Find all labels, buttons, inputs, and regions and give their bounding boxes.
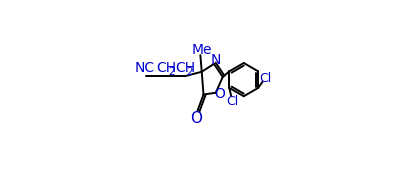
Text: CH: CH bbox=[175, 61, 195, 75]
Text: Cl: Cl bbox=[259, 72, 272, 85]
Text: 2: 2 bbox=[168, 67, 174, 77]
Text: 2: 2 bbox=[186, 67, 193, 77]
Text: CH: CH bbox=[157, 61, 177, 75]
Text: O: O bbox=[214, 87, 225, 101]
Text: O: O bbox=[190, 111, 202, 126]
Text: N: N bbox=[211, 52, 221, 66]
Text: Me: Me bbox=[192, 43, 212, 57]
Text: Cl: Cl bbox=[226, 94, 238, 108]
Text: NC: NC bbox=[134, 61, 154, 75]
